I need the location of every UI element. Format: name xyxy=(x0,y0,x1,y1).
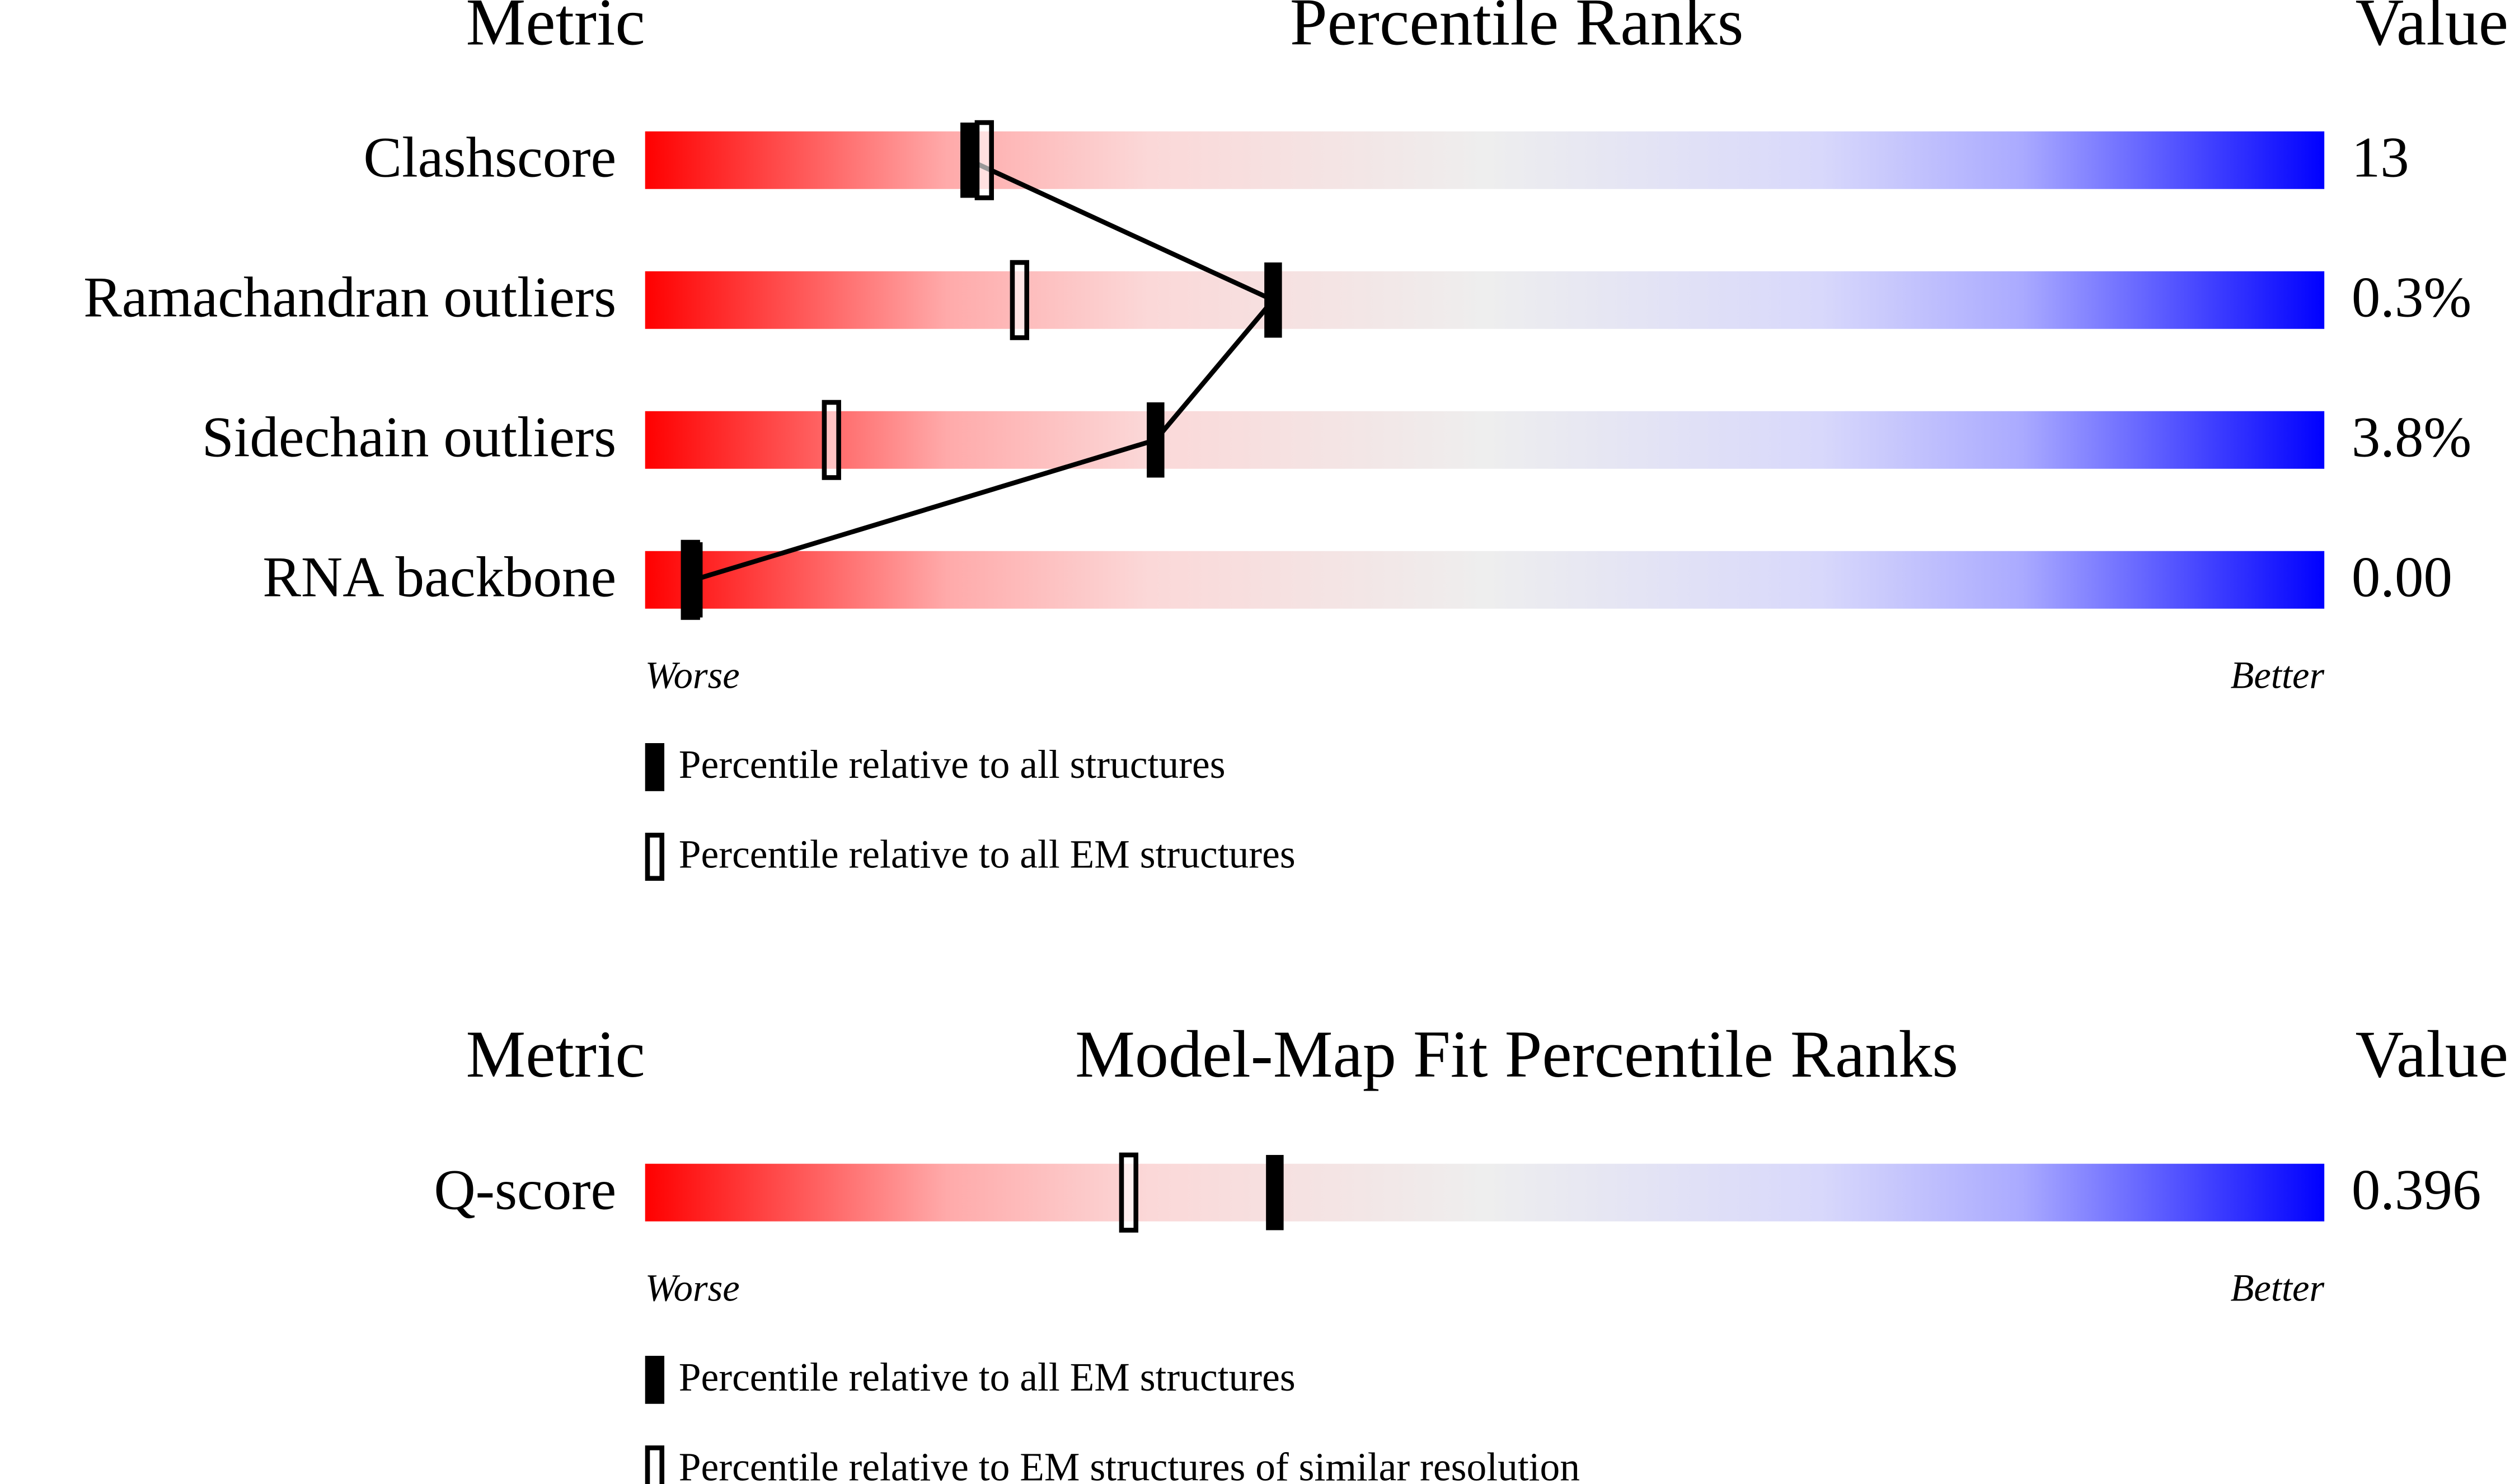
legend-label: Percentile relative to all EM structures xyxy=(679,832,1296,876)
better-label: Better xyxy=(2231,654,2325,696)
value-header: Value xyxy=(2356,0,2509,59)
metric-value: 0.3% xyxy=(2352,266,2472,330)
rank-bar xyxy=(645,411,2325,469)
rank-bar xyxy=(645,271,2325,329)
percentile-marker xyxy=(1010,260,1029,340)
percentile-marker xyxy=(822,400,841,480)
legend-marker xyxy=(645,743,665,791)
worse-label: Worse xyxy=(645,1266,740,1309)
legend-label: Percentile relative to EM structures of … xyxy=(679,1445,1580,1484)
percentile-marker xyxy=(684,542,703,618)
chart-title: Percentile Ranks xyxy=(1290,0,1744,59)
connector-line xyxy=(693,158,1277,583)
percentile-marker xyxy=(1119,1152,1139,1233)
rank-bar xyxy=(645,131,2325,189)
better-label: Better xyxy=(2231,1266,2325,1309)
metric-value: 13 xyxy=(2352,126,2409,190)
metric-value: 3.8% xyxy=(2352,406,2472,469)
metric-label: Sidechain outliers xyxy=(202,406,617,469)
legend-marker xyxy=(645,833,665,881)
metric-label: RNA backbone xyxy=(262,546,616,609)
percentile-marker xyxy=(1147,402,1165,478)
legend-marker xyxy=(645,1445,665,1484)
worse-label: Worse xyxy=(645,654,740,696)
percentile-marker xyxy=(960,123,978,198)
rank-bar xyxy=(645,551,2325,609)
percentile-marker xyxy=(974,120,994,200)
value-header: Value xyxy=(2356,1017,2509,1091)
metric-header: Metric xyxy=(466,1017,645,1091)
chart-title: Model-Map Fit Percentile Ranks xyxy=(1075,1017,1958,1091)
rank-bar xyxy=(645,1163,2325,1222)
metric-label: Ramachandran outliers xyxy=(83,266,616,330)
metric-value: 0.00 xyxy=(2352,546,2452,609)
percentile-marker xyxy=(1264,262,1282,338)
metric-label: Clashscore xyxy=(363,126,616,190)
legend-marker xyxy=(645,1355,665,1404)
legend-label: Percentile relative to all structures xyxy=(679,743,1226,787)
metric-value: 0.396 xyxy=(2352,1158,2481,1222)
legend-label: Percentile relative to all EM structures xyxy=(679,1355,1296,1400)
metric-header: Metric xyxy=(466,0,645,59)
metric-label: Q-score xyxy=(434,1158,616,1222)
percentile-marker xyxy=(1266,1154,1284,1231)
